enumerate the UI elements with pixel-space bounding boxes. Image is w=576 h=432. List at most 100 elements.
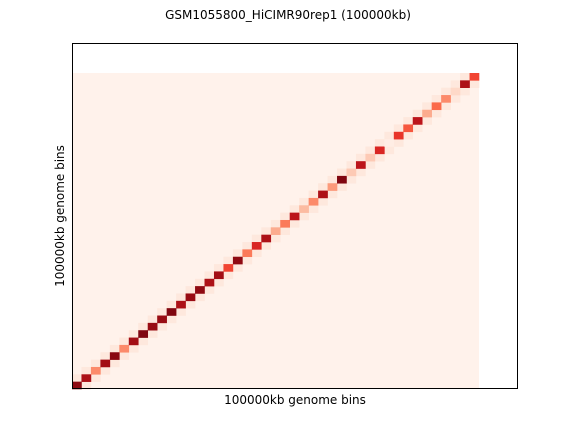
heatmap-offdiag-cell — [242, 256, 253, 265]
heatmap-offdiag-cell — [195, 278, 205, 287]
heatmap-diagonal-cell — [412, 117, 423, 125]
heatmap-offdiag-cell — [232, 249, 243, 258]
plot-frame — [72, 43, 518, 389]
heatmap-diagonal-cell — [393, 131, 404, 140]
heatmap-offdiag-cell — [355, 153, 366, 162]
heatmap-offdiag-cell — [204, 286, 215, 294]
heatmap-diagonal-cell — [384, 139, 395, 147]
heatmap-diagonal-cell — [90, 366, 101, 375]
heatmap-offdiag-cell — [346, 175, 357, 184]
heatmap-offdiag-cell — [374, 139, 385, 147]
heatmap-diagonal-cell — [469, 73, 480, 81]
heatmap-diagonal-cell — [232, 256, 243, 265]
heatmap-offdiag-cell — [138, 322, 149, 331]
heatmap-offdiag-cell — [460, 87, 470, 96]
heatmap-diagonal-cell — [119, 344, 130, 353]
heatmap-diagonal-cell — [251, 242, 262, 250]
heatmap-offdiag-cell — [299, 197, 309, 206]
heatmap-offdiag-cell — [355, 168, 366, 177]
heatmap-offdiag-cell — [251, 249, 262, 258]
heatmap-diagonal-cell — [147, 322, 158, 331]
heatmap-offdiag-cell — [393, 139, 404, 147]
heatmap-offdiag-cell — [185, 300, 196, 309]
heatmap-diagonal-cell — [365, 153, 376, 162]
heatmap-diagonal-cell — [138, 330, 149, 338]
chart-title: GSM1055800_HiCIMR90rep1 (100000kb) — [165, 8, 411, 22]
heatmap-offdiag-cell — [422, 102, 432, 111]
heatmap-diagonal-cell — [299, 205, 309, 213]
heatmap-offdiag-cell — [128, 330, 139, 338]
heatmap-offdiag-cell — [393, 124, 404, 133]
heatmap-offdiag-cell — [128, 344, 139, 353]
heatmap-diagonal-cell — [261, 234, 272, 243]
heatmap-diagonal-cell — [308, 197, 319, 206]
heatmap-offdiag-cell — [242, 242, 253, 250]
heatmap-diagonal-cell — [195, 286, 205, 294]
heatmap-diagonal-cell — [337, 175, 347, 184]
heatmap-offdiag-cell — [280, 212, 290, 221]
heatmap-diagonal-cell — [176, 300, 186, 309]
heatmap-offdiag-cell — [251, 234, 262, 243]
heatmap-offdiag-cell — [365, 146, 376, 155]
heatmap-offdiag-cell — [100, 352, 111, 360]
heatmap-diagonal-cell — [374, 146, 385, 155]
heatmap-offdiag-cell — [365, 161, 376, 169]
heatmap-offdiag-cell — [261, 227, 272, 235]
heatmap-diagonal-cell — [157, 315, 167, 324]
heatmap-diagonal-cell — [289, 212, 300, 221]
heatmap-offdiag-cell — [81, 381, 92, 390]
heatmap-offdiag-cell — [138, 337, 149, 346]
heatmap-offdiag-cell — [119, 337, 130, 346]
heatmap-offdiag-cell — [289, 219, 300, 228]
heatmap-offdiag-cell — [157, 308, 167, 316]
heatmap-diagonal-cell — [270, 227, 281, 235]
heatmap-offdiag-cell — [147, 330, 158, 338]
heatmap-offdiag-cell — [223, 256, 234, 265]
heatmap-offdiag-cell — [176, 293, 186, 302]
heatmap-diagonal-cell — [441, 95, 451, 103]
heatmap-diagonal-cell — [327, 183, 338, 191]
heatmap-offdiag-cell — [166, 315, 177, 324]
heatmap-offdiag-cell — [157, 322, 167, 331]
heatmap-diagonal-cell — [213, 271, 224, 280]
heatmap-offdiag-cell — [318, 183, 328, 191]
heatmap-diagonal-cell — [318, 190, 328, 199]
y-axis-label: 100000kb genome bins — [53, 145, 67, 287]
heatmap-offdiag-cell — [441, 87, 451, 96]
heatmap-offdiag-cell — [412, 124, 423, 133]
heatmap-diagonal-cell — [422, 109, 432, 118]
heatmap-diagonal-cell — [431, 102, 442, 111]
heatmap-offdiag-cell — [441, 102, 451, 111]
heatmap-diagonal-cell — [403, 124, 414, 133]
heatmap-offdiag-cell — [431, 109, 442, 118]
heatmap-diagonal-cell — [128, 337, 139, 346]
heatmap-offdiag-cell — [166, 300, 177, 309]
heatmap-offdiag-cell — [450, 80, 461, 88]
heatmap-offdiag-cell — [469, 80, 480, 88]
heatmap-offdiag-cell — [327, 175, 338, 184]
x-axis-label: 100000kb genome bins — [224, 393, 366, 407]
heatmap-offdiag-cell — [403, 117, 414, 125]
heatmap-diagonal-cell — [100, 359, 111, 368]
heatmap-offdiag-cell — [119, 352, 130, 360]
heatmap-offdiag-cell — [90, 374, 101, 382]
heatmap-cells — [72, 73, 480, 390]
heatmap-offdiag-cell — [204, 271, 215, 280]
heatmap-diagonal-cell — [223, 264, 234, 272]
heatmap-offdiag-cell — [308, 205, 319, 213]
heatmap-offdiag-cell — [403, 131, 414, 140]
heatmap-offdiag-cell — [450, 95, 461, 103]
heatmap-offdiag-cell — [223, 271, 234, 280]
heatmap-offdiag-cell — [270, 234, 281, 243]
heatmap-offdiag-cell — [346, 161, 357, 169]
heatmap-offdiag-cell — [318, 197, 328, 206]
heatmap-offdiag-cell — [100, 366, 111, 375]
heatmap-offdiag-cell — [337, 168, 347, 177]
heatmap-diagonal-cell — [166, 308, 177, 316]
heatmap-offdiag-cell — [213, 264, 224, 272]
heatmap-offdiag-cell — [109, 359, 120, 368]
heatmap-offdiag-cell — [289, 205, 300, 213]
heatmap-diagonal-cell — [204, 278, 215, 287]
heatmap-offdiag-cell — [81, 366, 92, 375]
